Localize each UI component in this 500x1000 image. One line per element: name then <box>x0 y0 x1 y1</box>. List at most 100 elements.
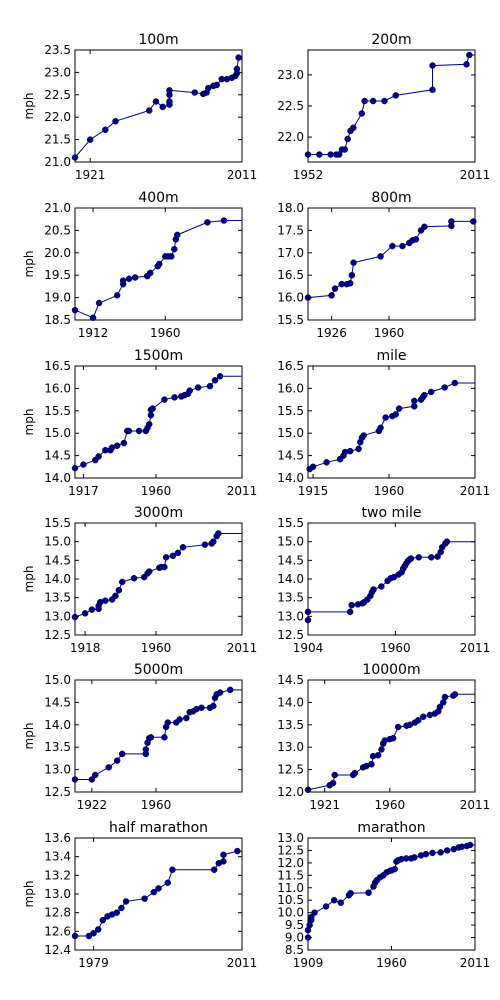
data-point <box>346 447 354 455</box>
data-point <box>152 98 160 105</box>
data-point <box>421 223 428 231</box>
chart-title: 100m <box>138 32 178 48</box>
y-tick-label: 14.0 <box>44 471 71 485</box>
y-tick-label: 14.0 <box>44 718 71 732</box>
data-point <box>374 752 382 759</box>
y-tick-label: 11.5 <box>277 868 304 882</box>
data-point <box>369 97 377 105</box>
y-tick-label: 12.0 <box>277 856 304 870</box>
data-point <box>159 103 166 111</box>
x-tick-label: 2011 <box>227 641 258 655</box>
data-point <box>309 463 317 471</box>
plot-frame <box>74 522 243 636</box>
data-point <box>448 218 455 225</box>
x-tick-label: 2011 <box>460 798 491 812</box>
y-axis-label: mph <box>22 251 36 278</box>
data-point <box>443 847 451 854</box>
chart-panel: 10000m 12.0 12.5 13.0 13.5 14.0 14.5 1921 1960 20… <box>277 662 490 812</box>
data-point <box>344 135 351 143</box>
data-point <box>451 691 459 698</box>
y-tick-label: 19.5 <box>44 268 71 282</box>
data-point <box>91 771 99 779</box>
data-point <box>428 554 435 561</box>
chart-title: marathon <box>357 820 425 836</box>
data-point <box>191 89 199 96</box>
y-tick-label: 17.0 <box>277 246 304 260</box>
data-point <box>215 530 222 537</box>
data-point <box>440 699 447 706</box>
data-point <box>463 61 470 68</box>
chart-title: half marathon <box>109 820 208 836</box>
chart-title: 10000m <box>362 662 420 678</box>
y-tick-label: 12.5 <box>277 763 304 777</box>
y-tick-label: 13.0 <box>277 740 304 754</box>
data-point <box>210 538 217 545</box>
data-point <box>71 932 79 940</box>
data-point <box>149 405 156 412</box>
data-point <box>102 126 109 133</box>
y-tick-label: 16.5 <box>277 359 304 373</box>
data-point <box>95 299 103 307</box>
data-point <box>355 445 362 453</box>
x-tick-label: 1915 <box>298 484 329 498</box>
data-point <box>161 563 168 571</box>
data-point <box>94 926 102 933</box>
data-point <box>166 98 173 105</box>
data-point <box>210 702 217 710</box>
data-point <box>88 776 96 783</box>
data-point <box>466 51 473 59</box>
y-axis-label: mph <box>22 93 36 120</box>
data-point <box>304 608 312 616</box>
x-tick-label: 1960 <box>376 956 407 970</box>
data-point <box>329 779 337 787</box>
x-tick-label: 2011 <box>227 168 258 182</box>
data-point <box>437 849 444 856</box>
plot-frame <box>307 207 476 321</box>
y-tick-label: 15.5 <box>44 404 71 418</box>
series-line <box>75 689 242 780</box>
y-tick-label: 21.0 <box>44 201 71 215</box>
data-point <box>194 384 202 391</box>
series-line <box>309 382 475 470</box>
data-point <box>142 746 150 753</box>
y-tick-label: 9.5 <box>285 918 304 932</box>
data-point <box>412 236 420 243</box>
y-axis-label: mph <box>22 723 36 750</box>
data-point <box>141 895 148 902</box>
x-tick-label: 2011 <box>460 641 491 655</box>
data-point <box>155 885 162 892</box>
data-point <box>311 909 318 916</box>
y-tick-label: 23.5 <box>44 43 71 57</box>
data-point <box>179 544 187 551</box>
y-tick-label: 14.5 <box>277 673 304 687</box>
y-tick-label: 14.0 <box>44 572 71 586</box>
y-tick-label: 15.0 <box>44 426 71 440</box>
data-point <box>233 65 241 73</box>
series-line <box>308 54 475 155</box>
data-point <box>304 786 312 794</box>
series-line <box>74 57 242 158</box>
y-tick-label: 14.5 <box>277 553 304 567</box>
data-point <box>316 151 323 158</box>
x-tick-label: 1922 <box>77 798 108 812</box>
data-point <box>235 54 242 61</box>
data-point <box>99 916 107 924</box>
y-tick-label: 13.0 <box>44 763 71 777</box>
x-tick-label: 1909 <box>293 956 324 970</box>
data-point <box>161 396 168 403</box>
data-point <box>348 271 356 279</box>
y-tick-label: 14.5 <box>277 449 304 463</box>
data-point <box>304 151 312 158</box>
data-point <box>112 117 119 125</box>
data-point <box>113 757 121 764</box>
data-point <box>407 555 415 562</box>
y-tick-label: 15.0 <box>44 673 71 687</box>
y-tick-label: 14.5 <box>44 553 71 567</box>
x-tick-label: 1960 <box>141 798 172 812</box>
x-tick-label: 1918 <box>70 641 101 655</box>
y-tick-label: 16.5 <box>277 268 304 282</box>
data-point <box>389 242 396 250</box>
data-point <box>71 464 79 472</box>
y-tick-label: 9.0 <box>285 931 304 945</box>
plot-frame <box>307 837 476 951</box>
